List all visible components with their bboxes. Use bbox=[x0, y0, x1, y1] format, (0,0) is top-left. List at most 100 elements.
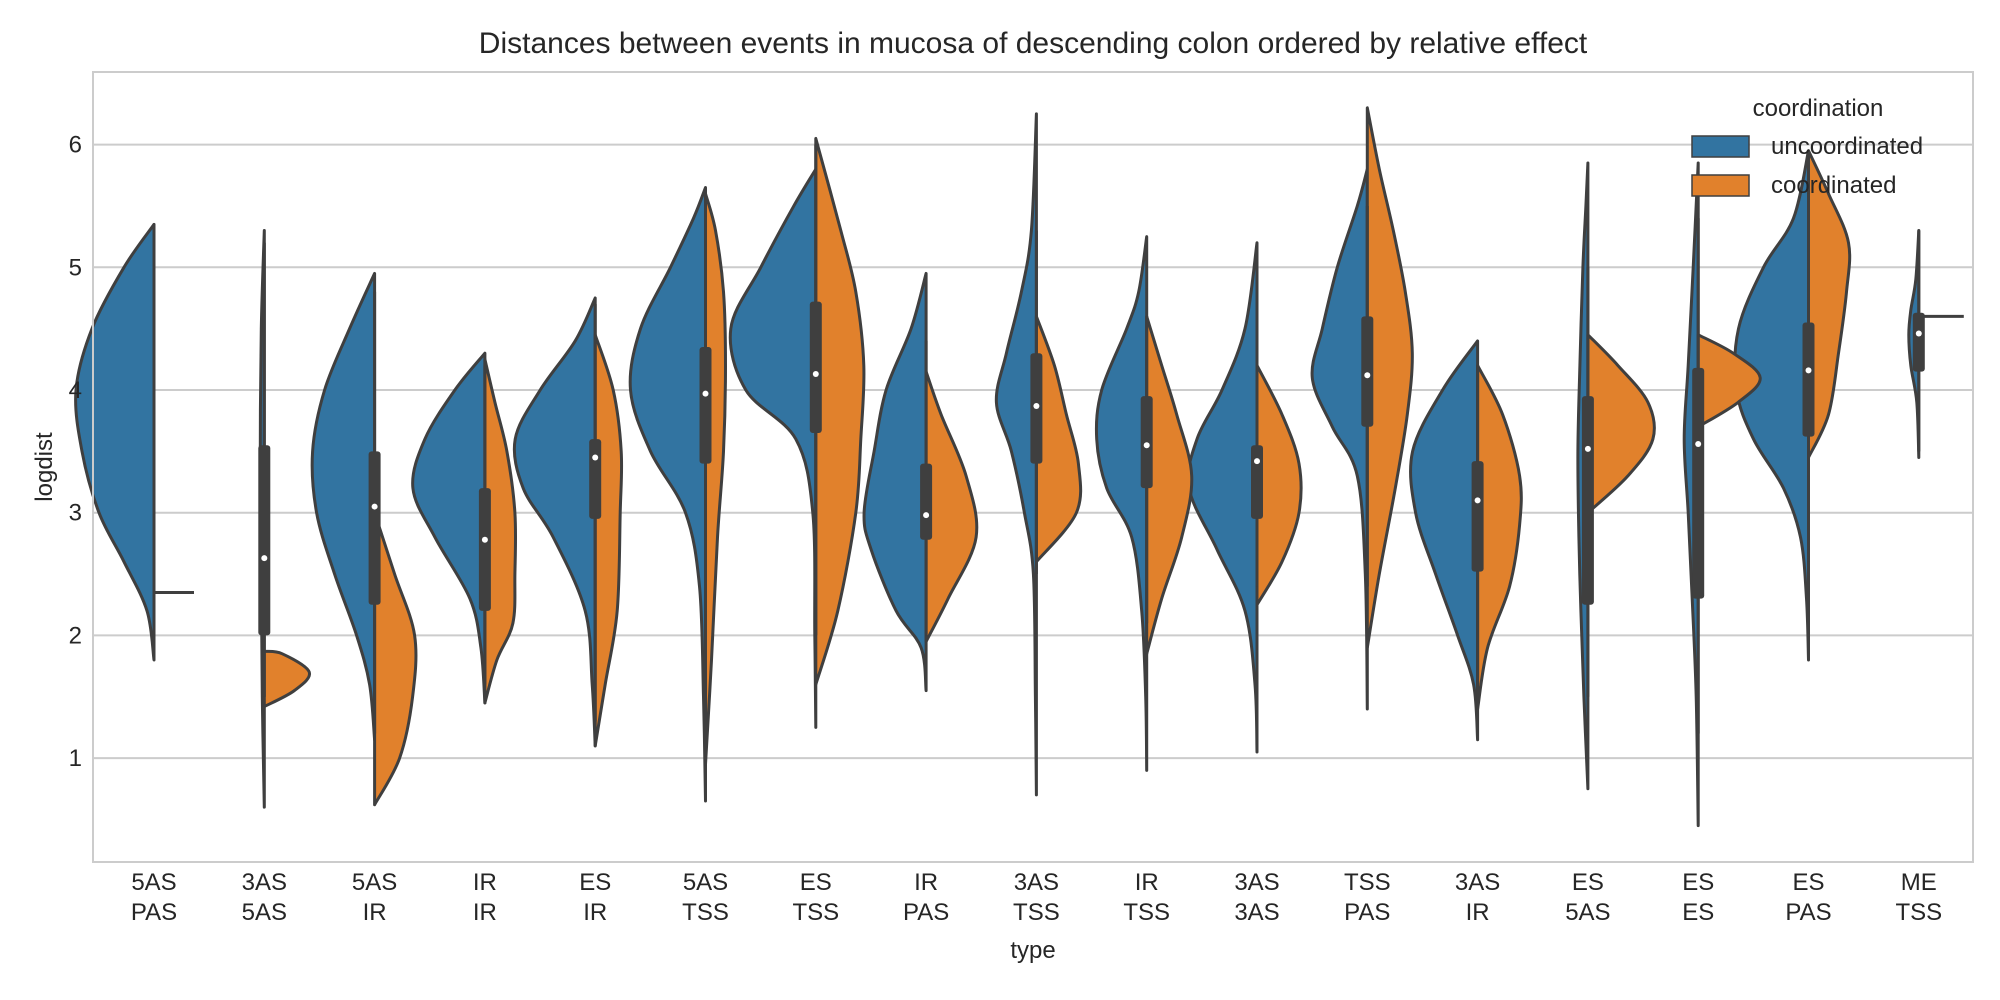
box-11 bbox=[1361, 316, 1374, 427]
violin-coordinated-11 bbox=[1365, 106, 1414, 650]
x-tick-label-3-line2: IR bbox=[473, 899, 497, 926]
x-tick-label-9-line2: TSS bbox=[1123, 899, 1170, 926]
median-1 bbox=[261, 555, 268, 562]
plot-frame bbox=[92, 71, 1974, 863]
x-tick-label-0-line2: PAS bbox=[131, 899, 177, 926]
x-tick-label-2-line2: IR bbox=[363, 899, 387, 926]
box-3 bbox=[478, 488, 491, 611]
violin-uncoordinated-5 bbox=[628, 186, 707, 803]
violin-uncoordinated-2 bbox=[310, 271, 377, 742]
x-tick-label-11-line2: PAS bbox=[1344, 899, 1390, 926]
x-tick-label-16-line1: ME bbox=[1901, 869, 1937, 896]
violin-uncoordinated-12 bbox=[1409, 339, 1480, 742]
x-tick-label-15-line2: PAS bbox=[1785, 899, 1831, 926]
legend-title: coordination bbox=[1753, 95, 1884, 122]
violin-coordinated-15 bbox=[1807, 149, 1852, 459]
x-tick-label-16-line2: TSS bbox=[1895, 899, 1942, 926]
median-14 bbox=[1695, 440, 1702, 447]
median-3 bbox=[481, 536, 488, 543]
x-tick-label-7-line1: IR bbox=[914, 869, 938, 896]
x-tick-label-1-line2: 5AS bbox=[242, 899, 287, 926]
y-tick-labels: 1 2 3 4 5 6 bbox=[69, 132, 82, 772]
violin-uncoordinated-4 bbox=[512, 296, 597, 748]
violin-uncoordinated-14 bbox=[1682, 161, 1700, 828]
y-tick-label-5: 5 bbox=[69, 254, 82, 281]
violin-coordinated-6 bbox=[814, 136, 866, 686]
violin-coordinated-9 bbox=[1145, 314, 1194, 656]
median-5 bbox=[702, 390, 709, 397]
legend-label-coordinated: coordinated bbox=[1771, 172, 1896, 199]
violin-coordinated-12 bbox=[1476, 363, 1523, 711]
x-tick-label-10-line2: 3AS bbox=[1234, 899, 1279, 926]
chart-title: Distances between events in mucosa of de… bbox=[479, 27, 1588, 60]
x-tick-label-8-line1: 3AS bbox=[1014, 869, 1059, 896]
box-14 bbox=[1692, 367, 1705, 599]
violin-uncoordinated-3 bbox=[411, 351, 487, 705]
violin-coordinated-8 bbox=[1034, 314, 1083, 564]
x-axis-label: type bbox=[1010, 937, 1055, 964]
median-15 bbox=[1805, 367, 1812, 374]
boxplots-layer bbox=[258, 144, 1925, 734]
x-tick-label-13-line2: 5AS bbox=[1565, 899, 1610, 926]
violin-coordinated-2 bbox=[373, 511, 418, 807]
box-4 bbox=[589, 439, 602, 519]
violin-uncoordinated-11 bbox=[1310, 167, 1369, 711]
violin-coordinated-3 bbox=[483, 357, 518, 705]
violin-coordinated-14 bbox=[1696, 333, 1762, 429]
median-2 bbox=[371, 503, 378, 510]
box-5 bbox=[699, 347, 712, 464]
box-13 bbox=[1581, 396, 1594, 605]
violin-uncoordinated-8 bbox=[994, 112, 1038, 797]
violin-uncoordinated-7 bbox=[862, 271, 928, 693]
x-tick-label-11-line1: TSS bbox=[1344, 869, 1391, 896]
x-tick-labels: 5AS PAS 3AS 5AS 5AS IR IR IR ES IR 5AS TSS ES TSS IR PA… bbox=[131, 869, 1942, 926]
median-6 bbox=[812, 371, 819, 378]
median-11 bbox=[1364, 372, 1371, 379]
x-tick-label-2-line1: 5AS bbox=[352, 869, 397, 896]
y-tick-label-4: 4 bbox=[69, 377, 82, 404]
median-9 bbox=[1143, 442, 1150, 449]
legend-label-uncoordinated: uncoordinated bbox=[1771, 133, 1923, 160]
violin-coordinated-4 bbox=[593, 333, 624, 748]
violin-coordinated-10 bbox=[1255, 363, 1303, 607]
x-tick-label-5-line1: 5AS bbox=[683, 869, 728, 896]
median-13 bbox=[1584, 445, 1591, 452]
x-tick-label-4-line1: ES bbox=[579, 869, 611, 896]
y-tick-label-3: 3 bbox=[69, 500, 82, 527]
x-tick-label-6-line2: TSS bbox=[792, 899, 839, 926]
box-10 bbox=[1251, 445, 1263, 519]
x-tick-label-6-line1: ES bbox=[800, 869, 832, 896]
box-2 bbox=[368, 451, 381, 605]
x-tick-label-15-line1: ES bbox=[1792, 869, 1824, 896]
x-tick-label-7-line2: PAS bbox=[903, 899, 949, 926]
violin-coordinated-5 bbox=[704, 192, 727, 766]
violin-uncoordinated-9 bbox=[1094, 235, 1149, 772]
x-tick-label-0-line1: 5AS bbox=[131, 869, 176, 896]
x-tick-label-12-line1: 3AS bbox=[1455, 869, 1500, 896]
x-tick-label-12-line2: IR bbox=[1466, 899, 1490, 926]
y-tick-label-6: 6 bbox=[69, 132, 82, 159]
y-tick-label-2: 2 bbox=[69, 622, 82, 649]
box-12 bbox=[1471, 461, 1484, 572]
box-7 bbox=[920, 463, 933, 540]
violin-coordinated-13 bbox=[1586, 333, 1656, 515]
x-tick-label-8-line2: TSS bbox=[1013, 899, 1060, 926]
violin-uncoordinated-0 bbox=[74, 222, 156, 662]
x-tick-label-13-line1: ES bbox=[1572, 869, 1604, 896]
violin-coordinated-7 bbox=[924, 370, 979, 644]
x-tick-label-9-line1: IR bbox=[1135, 869, 1159, 896]
median-7 bbox=[923, 512, 930, 519]
x-tick-label-3-line1: IR bbox=[473, 869, 497, 896]
median-12 bbox=[1474, 497, 1481, 504]
legend: coordination uncoordinated coordinated bbox=[1691, 95, 1923, 199]
violin-coordinated-1 bbox=[262, 649, 312, 709]
x-tick-label-1-line1: 3AS bbox=[242, 869, 287, 896]
legend-swatch-uncoordinated bbox=[1691, 135, 1750, 158]
x-tick-label-14-line1: ES bbox=[1682, 869, 1714, 896]
box-15 bbox=[1802, 322, 1815, 437]
box-1 bbox=[258, 445, 271, 636]
legend-swatch-coordinated bbox=[1691, 174, 1750, 197]
median-10 bbox=[1254, 458, 1260, 465]
y-axis-label: logdist bbox=[31, 432, 58, 502]
